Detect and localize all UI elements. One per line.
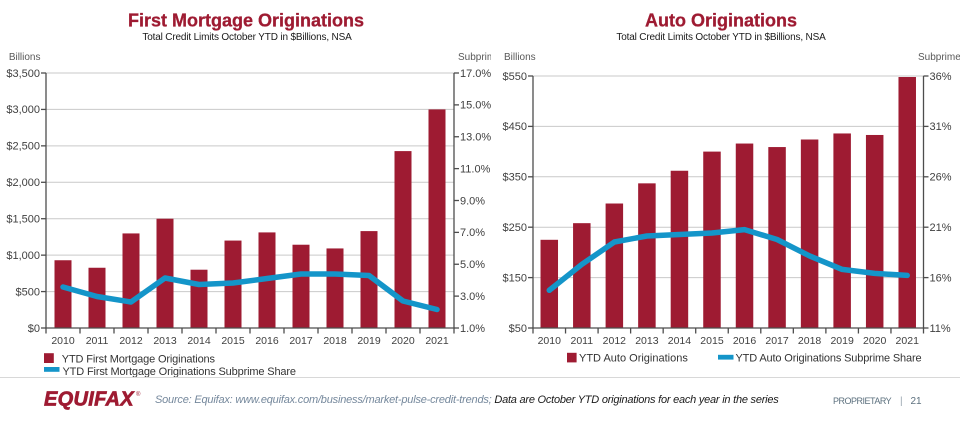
svg-text:®: ® — [136, 391, 141, 398]
svg-text:17.0%: 17.0% — [460, 68, 491, 80]
svg-text:21: 21 — [911, 396, 923, 407]
svg-text:$2,000: $2,000 — [6, 177, 40, 189]
svg-text:2010: 2010 — [51, 335, 75, 347]
svg-text:2019: 2019 — [357, 335, 381, 347]
svg-text:Auto Originations: Auto Originations — [645, 11, 797, 31]
svg-text:YTD Auto Originations: YTD Auto Originations — [579, 353, 688, 365]
svg-text:Billions: Billions — [9, 52, 41, 63]
svg-text:$250: $250 — [503, 222, 527, 234]
svg-text:2020: 2020 — [863, 335, 887, 347]
svg-text:2017: 2017 — [289, 335, 313, 347]
svg-text:36%: 36% — [930, 71, 952, 83]
svg-text:5.0%: 5.0% — [460, 259, 485, 271]
svg-text:Total Credit Limits October YT: Total Credit Limits October YTD in $Bill… — [142, 32, 352, 43]
svg-text:16%: 16% — [930, 272, 952, 284]
svg-text:2010: 2010 — [538, 335, 562, 347]
svg-text:|: | — [900, 396, 903, 407]
svg-text:2014: 2014 — [668, 335, 692, 347]
svg-text:2014: 2014 — [187, 335, 211, 347]
svg-text:PROPRIETARY: PROPRIETARY — [833, 396, 892, 406]
svg-text:11%: 11% — [930, 323, 951, 335]
svg-text:2018: 2018 — [323, 335, 347, 347]
svg-text:$550: $550 — [503, 71, 527, 83]
svg-text:$1,000: $1,000 — [6, 250, 40, 262]
svg-text:2011: 2011 — [571, 335, 594, 347]
svg-text:21%: 21% — [930, 222, 952, 234]
svg-text:$0: $0 — [28, 323, 40, 335]
svg-text:2017: 2017 — [765, 335, 789, 347]
svg-text:2016: 2016 — [733, 335, 757, 347]
svg-text:31%: 31% — [930, 121, 952, 133]
svg-text:26%: 26% — [930, 172, 952, 184]
svg-text:11.0%: 11.0% — [460, 163, 491, 175]
svg-text:2013: 2013 — [635, 335, 659, 347]
svg-text:$500: $500 — [16, 286, 40, 298]
svg-text:2020: 2020 — [391, 335, 415, 347]
svg-text:2011: 2011 — [86, 335, 109, 347]
svg-text:Source: Equifax: www.equifax.c: Source: Equifax: www.equifax.com/busines… — [155, 394, 779, 406]
svg-text:Billions: Billions — [504, 52, 536, 63]
svg-text:$350: $350 — [503, 172, 527, 184]
svg-text:15.0%: 15.0% — [460, 100, 491, 112]
svg-text:2016: 2016 — [255, 335, 279, 347]
svg-text:$2,500: $2,500 — [6, 141, 40, 153]
svg-text:2012: 2012 — [603, 335, 627, 347]
svg-text:YTD First Mortgage Origination: YTD First Mortgage Originations — [62, 354, 216, 366]
svg-text:7.0%: 7.0% — [460, 227, 485, 239]
svg-text:2019: 2019 — [830, 335, 854, 347]
svg-text:$150: $150 — [503, 272, 527, 284]
svg-text:$3,000: $3,000 — [6, 104, 40, 116]
svg-text:1.0%: 1.0% — [460, 323, 485, 335]
svg-text:2021: 2021 — [896, 335, 920, 347]
svg-text:EQUIFAX: EQUIFAX — [44, 389, 135, 411]
svg-text:2018: 2018 — [798, 335, 822, 347]
svg-text:$3,500: $3,500 — [6, 68, 40, 80]
svg-text:Subprime Share: Subprime Share — [458, 52, 531, 63]
svg-text:13.0%: 13.0% — [460, 132, 491, 144]
svg-text:9.0%: 9.0% — [460, 195, 485, 207]
svg-text:$450: $450 — [503, 121, 527, 133]
svg-text:$50: $50 — [509, 323, 527, 335]
svg-text:2015: 2015 — [700, 335, 724, 347]
svg-text:2012: 2012 — [119, 335, 143, 347]
svg-text:2021: 2021 — [425, 335, 449, 347]
svg-text:3.0%: 3.0% — [460, 291, 485, 303]
svg-text:First Mortgage Originations: First Mortgage Originations — [128, 11, 364, 31]
svg-text:2015: 2015 — [221, 335, 245, 347]
svg-text:YTD First Mortgage Origination: YTD First Mortgage Originations Subprime… — [63, 366, 296, 378]
svg-text:Subprime Share: Subprime Share — [918, 52, 960, 63]
svg-text:$1,500: $1,500 — [6, 214, 40, 226]
svg-text:Total Credit Limits October YT: Total Credit Limits October YTD in $Bill… — [616, 32, 826, 43]
svg-text:YTD Auto Originations Subprime: YTD Auto Originations Subprime Share — [736, 353, 922, 365]
svg-text:2013: 2013 — [153, 335, 177, 347]
